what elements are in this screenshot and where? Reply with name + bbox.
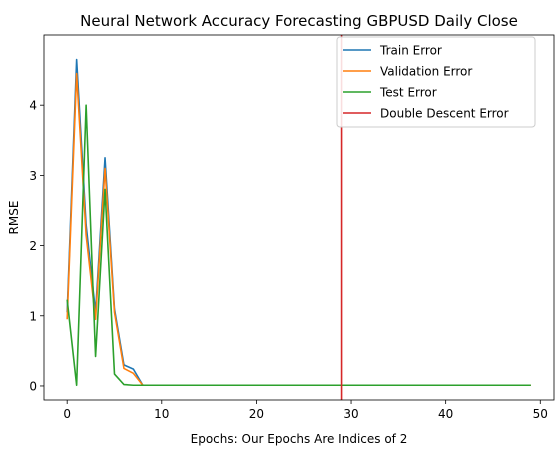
y-tick-label: 0 [29,379,37,393]
plot-area [43,34,555,401]
legend-label: Validation Error [380,65,472,79]
legend-label: Double Descent Error [380,107,509,121]
x-tick-label: 20 [249,407,264,421]
legend-label: Test Error [379,86,437,100]
legend-label: Train Error [379,44,442,58]
y-tick-label: 3 [29,169,37,183]
y-tick-label: 4 [29,99,37,113]
legend-box [336,36,536,128]
legend: Train Error Validation Error Test Error Dou… [336,36,536,128]
series-line-2 [66,104,531,387]
x-tick-label: 0 [63,407,71,421]
x-tick-label: 40 [438,407,453,421]
x-axis-label: Epochs: Our Epochs Are Indices of 2 [191,432,408,446]
axis-ticks: 0 10 20 30 40 50 0 1 2 3 4 [29,99,548,421]
x-tick-label: 30 [343,407,358,421]
y-axis-label: RMSE [7,201,21,235]
x-tick-label: 10 [154,407,169,421]
y-tick-label: 1 [29,309,37,323]
x-tick-label: 50 [533,407,548,421]
y-tick-label: 2 [29,239,37,253]
chart-title: Neural Network Accuracy Forecasting GBPU… [80,12,518,30]
